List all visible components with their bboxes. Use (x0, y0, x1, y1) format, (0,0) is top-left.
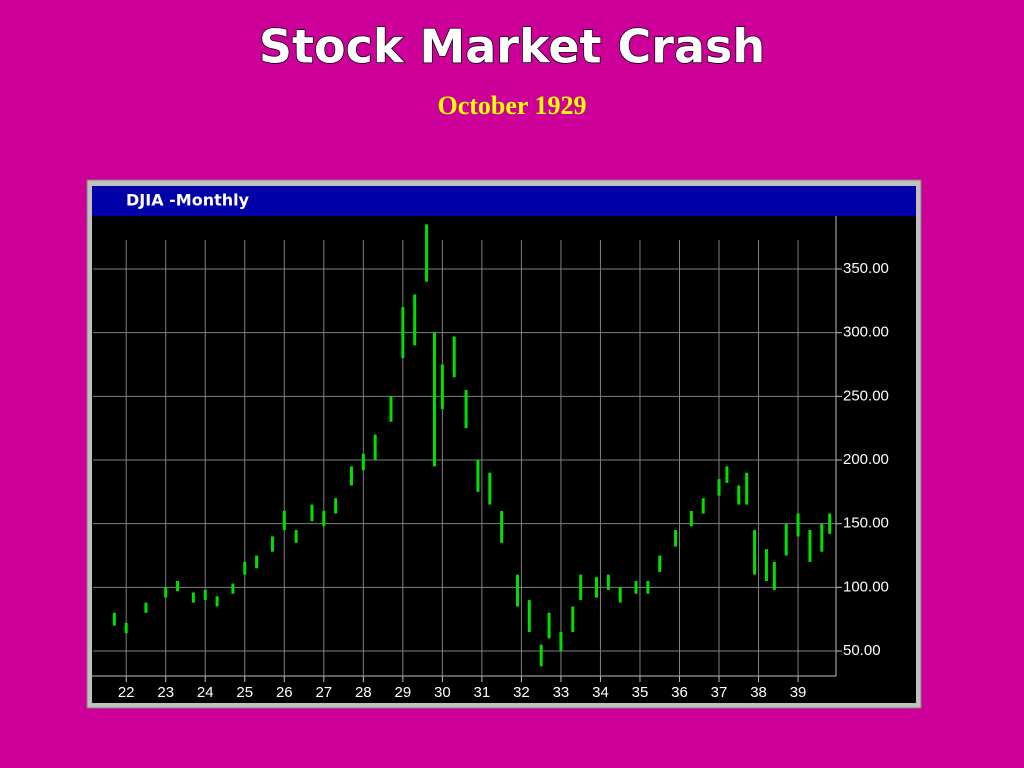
x-tick-label: 26 (276, 684, 293, 701)
x-tick-label: 31 (474, 684, 491, 701)
x-tick-label: 30 (434, 684, 451, 701)
y-tick-label: 150.00 (843, 515, 889, 532)
x-tick-label: 24 (197, 684, 214, 701)
y-tick-label: 350.00 (843, 260, 889, 277)
x-tick-label: 34 (592, 684, 609, 701)
window-header (92, 186, 916, 216)
x-tick-label: 39 (790, 684, 807, 701)
x-tick-label: 38 (750, 684, 767, 701)
y-tick-label: 100.00 (843, 578, 889, 595)
y-tick-label: 250.00 (843, 387, 889, 404)
chart-title: DJIA -Monthly (126, 191, 250, 210)
x-tick-label: 35 (632, 684, 649, 701)
x-tick-label: 23 (157, 684, 174, 701)
slide-subtitle: October 1929 (438, 91, 587, 120)
x-tick-label: 36 (671, 684, 688, 701)
x-tick-label: 29 (395, 684, 412, 701)
x-tick-label: 22 (118, 684, 135, 701)
x-tick-label: 27 (315, 684, 332, 701)
slide-title: Stock Market Crash (259, 20, 765, 74)
x-tick-label: 28 (355, 684, 372, 701)
x-tick-label: 32 (513, 684, 530, 701)
x-tick-label: 33 (553, 684, 570, 701)
y-tick-label: 50.00 (843, 642, 881, 659)
y-tick-label: 300.00 (843, 324, 889, 341)
x-tick-label: 37 (711, 684, 728, 701)
plot-background (92, 216, 916, 703)
x-tick-label: 25 (236, 684, 253, 701)
y-tick-label: 200.00 (843, 451, 889, 468)
